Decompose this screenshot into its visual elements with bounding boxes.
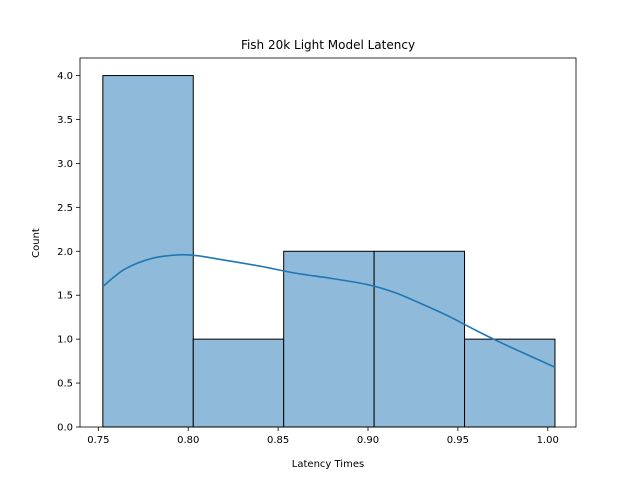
y-axis-ticks: 0.0 0.5 1.0 1.5 2.0 2.5 3.0 3.5 4.0 <box>57 71 80 434</box>
y-tick-label: 2.5 <box>57 203 73 214</box>
x-tick-label: 1.00 <box>537 435 559 446</box>
histogram-bar-4 <box>373 250 466 428</box>
y-tick-label: 4.0 <box>57 71 73 82</box>
histogram-bars <box>102 75 556 428</box>
x-tick-label: 0.80 <box>177 435 199 446</box>
x-tick-label: 0.75 <box>87 435 109 446</box>
x-axis-label: Latency Times <box>292 459 364 470</box>
y-tick-label: 0.5 <box>57 379 73 390</box>
y-tick-label: 1.5 <box>57 291 73 302</box>
y-tick-label: 3.5 <box>57 115 73 126</box>
x-tick-label: 0.95 <box>447 435 469 446</box>
kde-curve <box>102 253 556 368</box>
histogram-bar-5 <box>464 338 556 428</box>
x-tick-label: 0.85 <box>267 435 289 446</box>
plot-frame <box>79 57 577 428</box>
y-axis-label: Count <box>31 228 42 258</box>
y-tick-label: 3.0 <box>57 159 73 170</box>
y-tick-label: 0.0 <box>57 423 73 434</box>
histogram-bar-2 <box>192 338 285 428</box>
chart-title: Fish 20k Light Model Latency <box>241 38 415 52</box>
x-axis-ticks: 0.75 0.80 0.85 0.90 0.95 1.00 <box>87 427 559 446</box>
y-tick-label: 2.0 <box>57 247 73 258</box>
x-tick-label: 0.90 <box>357 435 379 446</box>
histogram-bar-3 <box>283 250 375 428</box>
histogram-bar-1 <box>102 75 194 428</box>
y-tick-label: 1.0 <box>57 335 73 346</box>
